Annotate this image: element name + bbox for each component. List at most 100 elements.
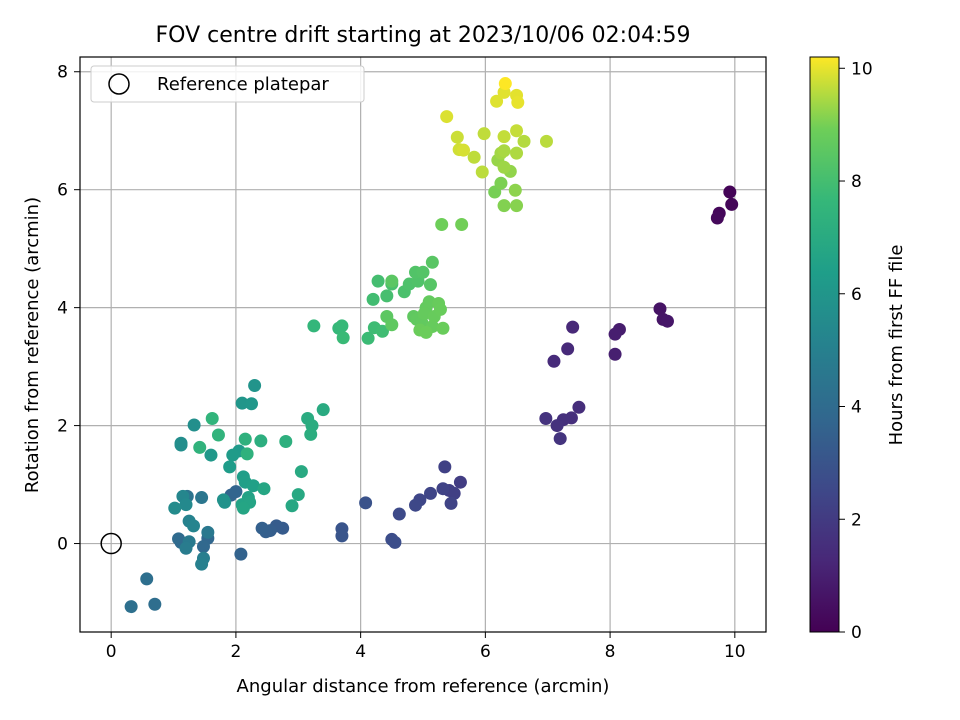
- x-tick-label: 6: [480, 642, 491, 662]
- data-point: [380, 289, 394, 303]
- data-point: [539, 134, 553, 148]
- data-point: [257, 482, 271, 496]
- data-point: [205, 412, 219, 426]
- data-point: [196, 539, 210, 553]
- data-point: [440, 110, 454, 124]
- data-point: [653, 302, 667, 316]
- data-point: [498, 77, 512, 91]
- data-point: [179, 498, 193, 512]
- data-point: [359, 496, 373, 510]
- data-point: [285, 499, 299, 513]
- data-point: [223, 460, 237, 474]
- data-point: [201, 525, 215, 539]
- data-point: [211, 428, 225, 442]
- data-point: [245, 397, 258, 411]
- data-point: [375, 324, 389, 338]
- data-point: [179, 541, 193, 555]
- data-point: [725, 197, 739, 211]
- data-point: [467, 150, 481, 164]
- data-point: [510, 146, 524, 160]
- data-point: [453, 475, 467, 489]
- colorbar-tick-label: 8: [851, 172, 862, 192]
- data-point: [517, 134, 531, 148]
- data-point: [229, 485, 243, 499]
- data-point: [124, 600, 138, 614]
- data-point: [553, 432, 567, 446]
- data-point: [497, 144, 511, 158]
- data-point: [218, 495, 232, 509]
- reference-marker: [100, 532, 122, 555]
- data-point: [294, 465, 308, 479]
- data-point: [168, 501, 182, 515]
- data-point: [316, 403, 330, 417]
- data-point: [235, 396, 249, 410]
- data-point: [234, 547, 248, 561]
- y-axis-ticks: 0 2 4 6 8: [57, 63, 80, 555]
- data-point: [438, 460, 452, 474]
- data-point: [240, 447, 254, 461]
- colorbar-tick-label: 2: [851, 510, 862, 530]
- data-point: [193, 440, 207, 454]
- data-point: [366, 292, 380, 306]
- y-axis-label: Rotation from reference (arcmin): [22, 197, 43, 493]
- data-point: [490, 94, 504, 108]
- data-point: [435, 217, 449, 231]
- data-point: [204, 448, 218, 462]
- data-point: [392, 507, 406, 521]
- data-point: [566, 320, 580, 334]
- colorbar: 0 2 4 6 8 10 Hours from first FF file: [809, 56, 907, 643]
- data-point: [475, 165, 489, 179]
- data-point: [248, 378, 262, 392]
- data-point: [388, 535, 402, 549]
- data-point: [236, 501, 250, 515]
- data-point: [419, 325, 433, 339]
- data-point: [425, 255, 439, 269]
- data-point: [494, 176, 508, 190]
- data-point: [307, 319, 321, 333]
- y-tick-label: 0: [57, 535, 68, 555]
- x-axis-ticks: 0 2 4 6 8 10: [106, 632, 746, 662]
- data-point: [497, 199, 511, 213]
- y-tick-label: 6: [57, 181, 68, 201]
- data-point: [511, 95, 525, 109]
- data-point: [457, 143, 471, 157]
- plot-area: 0 2 4 6 8 10 0 2 4 6 8: [57, 56, 767, 662]
- y-tick-label: 2: [57, 417, 68, 437]
- colorbar-ticks: 0 2 4 6 8 10: [839, 59, 873, 643]
- data-point: [361, 331, 375, 345]
- data-point: [148, 597, 162, 611]
- data-point: [550, 419, 564, 433]
- data-point: [335, 319, 349, 333]
- data-point: [238, 432, 252, 446]
- legend-box: [90, 65, 365, 103]
- data-point: [508, 183, 522, 197]
- legend-marker-icon: [108, 73, 130, 95]
- data-point: [172, 532, 186, 546]
- data-point: [423, 278, 437, 292]
- data-point: [336, 331, 350, 345]
- y-tick-label: 8: [57, 63, 68, 83]
- data-points: [124, 77, 739, 614]
- data-point: [226, 448, 240, 462]
- data-point: [279, 435, 293, 449]
- data-point: [436, 321, 450, 335]
- data-point: [409, 498, 423, 512]
- data-point: [417, 307, 431, 321]
- data-point: [510, 124, 524, 138]
- data-point: [246, 479, 260, 493]
- colorbar-tick-label: 10: [851, 59, 873, 79]
- data-point: [187, 418, 201, 432]
- data-point: [608, 327, 622, 341]
- data-point: [195, 557, 209, 571]
- x-axis-label: Angular distance from reference (arcmin): [237, 676, 610, 697]
- data-point: [477, 127, 491, 141]
- data-point: [608, 347, 622, 361]
- data-point: [497, 160, 511, 174]
- data-point: [539, 412, 553, 426]
- data-point: [174, 438, 188, 452]
- legend: Reference platepar: [90, 65, 365, 103]
- y-tick-label: 4: [57, 299, 68, 319]
- colorbar-gradient: [809, 56, 840, 633]
- x-tick-label: 10: [724, 642, 746, 662]
